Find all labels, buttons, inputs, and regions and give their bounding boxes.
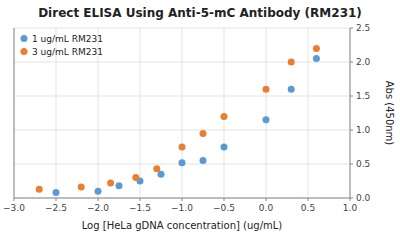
point xyxy=(95,188,102,195)
series xyxy=(53,55,320,196)
point xyxy=(36,186,43,193)
point xyxy=(116,182,123,189)
point xyxy=(263,116,270,123)
y-tick xyxy=(350,130,353,131)
x-tick-label: −0.5 xyxy=(213,203,235,213)
x-tick-label: 0.0 xyxy=(259,203,274,213)
point xyxy=(221,144,228,151)
grid xyxy=(14,28,350,198)
x-tick xyxy=(182,198,183,201)
point xyxy=(107,180,114,187)
y-tick-label: 1.5 xyxy=(356,91,370,101)
x-tick-label: −2.5 xyxy=(45,203,67,213)
x-tick-label: −2.0 xyxy=(87,203,109,213)
x-grid-line xyxy=(14,28,15,198)
marks xyxy=(36,45,320,196)
y-grid-line xyxy=(14,28,350,29)
x-tick xyxy=(140,198,141,201)
x-tick-label: −1.5 xyxy=(129,203,151,213)
y-grid-line xyxy=(14,62,350,63)
title: Direct ELISA Using Anti-5-mC Antibody (R… xyxy=(38,6,362,20)
y-tick xyxy=(350,164,353,165)
y-tick-label: 0.5 xyxy=(356,159,370,169)
point xyxy=(288,86,295,93)
x-grid-line xyxy=(308,28,309,198)
x-tick-label: 0.5 xyxy=(301,203,315,213)
y-tick-label: 1.0 xyxy=(356,125,371,135)
x-grid-line xyxy=(266,28,267,198)
x-tick xyxy=(14,198,15,201)
legend-label: 3 ug/mL RM231 xyxy=(32,47,103,57)
x-tick xyxy=(224,198,225,201)
y-grid-line xyxy=(14,96,350,97)
point xyxy=(263,86,270,93)
point xyxy=(132,174,139,181)
right-axis-line xyxy=(350,28,351,198)
x-grid-line xyxy=(140,28,141,198)
point xyxy=(179,159,186,166)
point xyxy=(179,144,186,151)
y-axis-label: Abs (450nm) xyxy=(384,81,395,146)
point xyxy=(53,189,60,196)
legend-swatch xyxy=(21,48,28,55)
x-grid-line xyxy=(182,28,183,198)
chart: Direct ELISA Using Anti-5-mC Antibody (R… xyxy=(0,0,400,240)
x-tick xyxy=(266,198,267,201)
y-tick-label: 2.0 xyxy=(356,57,371,67)
series xyxy=(36,45,320,193)
point xyxy=(313,45,320,52)
y-grid-line xyxy=(14,130,350,131)
x-tick-label: 1.0 xyxy=(343,203,358,213)
point xyxy=(153,165,160,172)
x-tick xyxy=(98,198,99,201)
x-tick xyxy=(308,198,309,201)
y-tick xyxy=(350,198,353,199)
point xyxy=(288,59,295,66)
point xyxy=(78,184,85,191)
axes: −3.0−2.5−2.0−1.5−1.0−0.50.00.51.00.00.51… xyxy=(3,23,371,213)
point xyxy=(200,157,207,164)
point xyxy=(313,55,320,62)
x-tick xyxy=(56,198,57,201)
y-tick-label: 2.5 xyxy=(356,23,370,33)
legend-swatch xyxy=(21,35,28,42)
point xyxy=(221,113,228,120)
y-tick xyxy=(350,62,353,63)
y-tick-label: 0.0 xyxy=(356,193,371,203)
x-grid-line xyxy=(350,28,351,198)
point xyxy=(200,130,207,137)
legend-label: 1 ug/mL RM231 xyxy=(32,34,103,44)
legend: 1 ug/mL RM231 3 ug/mL RM231 xyxy=(21,34,103,57)
x-tick-label: −1.0 xyxy=(171,203,193,213)
y-tick xyxy=(350,28,353,29)
left-axis-line xyxy=(14,28,15,198)
x-axis-label: Log [HeLa gDNA concentration] (ug/mL) xyxy=(82,220,283,231)
x-tick-label: −3.0 xyxy=(3,203,25,213)
y-tick xyxy=(350,96,353,97)
